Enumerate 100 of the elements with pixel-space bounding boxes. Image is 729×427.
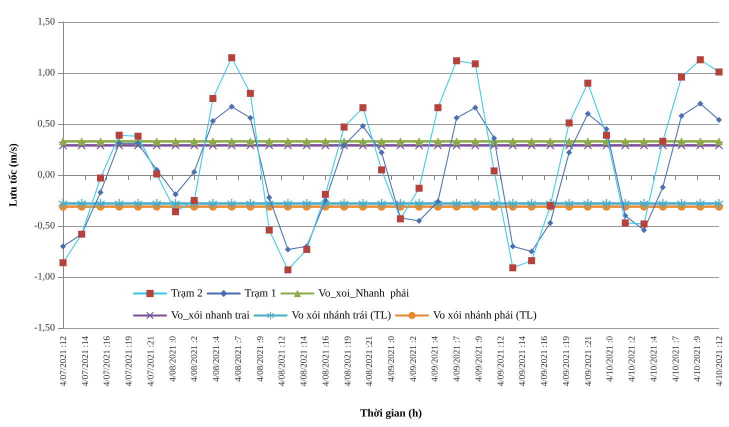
point [171, 199, 180, 208]
point [527, 199, 536, 208]
point [528, 248, 535, 254]
point [359, 104, 366, 112]
point [416, 218, 422, 224]
point [508, 137, 517, 146]
point [172, 208, 180, 216]
legend-label: Trạm 2 [171, 288, 203, 300]
x-tick-label: 4/10/2021 :9 [692, 336, 702, 382]
y-tick-label: -0,50 [34, 220, 55, 232]
x-tick-label: 4/09/2021 :19 [560, 336, 571, 386]
x-tick-label: 4/09/2021 :12 [495, 336, 506, 386]
x-tick-label: 4/08/2021 :19 [342, 336, 352, 386]
point [135, 140, 142, 146]
point [416, 184, 423, 192]
point [228, 137, 236, 146]
point [584, 137, 592, 146]
y-tick-label: 1,00 [38, 68, 55, 78]
point [584, 110, 591, 117]
point [640, 137, 648, 146]
x-axis-title: Thời gian (h) [360, 408, 422, 420]
x-tick-label: 4/08/2021 :0 [167, 336, 178, 382]
point [246, 199, 255, 208]
point [716, 116, 722, 123]
point [97, 174, 104, 182]
point [676, 199, 686, 208]
y-tick-label: -1,50 [34, 322, 55, 334]
point [396, 199, 405, 208]
point [209, 95, 216, 102]
point [509, 264, 516, 272]
legend-label: Vo_xói nhanh trai [171, 310, 250, 322]
x-tick-label: 4/07/2021 :12 [58, 336, 68, 386]
x-tick-label: 4/08/2021 :7 [232, 336, 243, 382]
x-tick-label: 4/08/2021 :2 [189, 336, 200, 382]
point [210, 118, 216, 124]
x-tick-label: 4/09/2021 :21 [582, 336, 593, 386]
point [658, 199, 668, 208]
point [434, 137, 442, 146]
point [490, 199, 499, 208]
point [358, 137, 367, 146]
point [434, 104, 442, 112]
point [96, 199, 106, 208]
point [602, 132, 610, 139]
point [228, 104, 235, 110]
point [116, 140, 122, 146]
point [116, 132, 123, 139]
legend-label: Vo_xoi_Nhanh phải [318, 288, 410, 300]
point [696, 137, 704, 146]
point [246, 137, 254, 146]
x-tick-label: 4/10/2021 :4 [648, 336, 658, 382]
point [208, 137, 217, 146]
point [303, 246, 310, 253]
point [715, 137, 723, 146]
point [453, 57, 460, 64]
legend-label: Vo xói nhánh trái (TL) [292, 310, 392, 322]
point [602, 199, 611, 208]
x-tick-label: 4/08/2021 :4 [211, 336, 222, 382]
point [510, 243, 516, 250]
x-tick-label: 4/10/2021 :0 [604, 336, 615, 382]
point [547, 220, 554, 226]
point [96, 137, 105, 146]
point [640, 227, 647, 234]
y-tick-label: 1,50 [38, 16, 55, 28]
point [302, 199, 312, 208]
point [470, 199, 480, 208]
x-tick-label: 4/08/2021 :12 [276, 336, 287, 386]
point [58, 199, 68, 208]
x-tick-label: 4/09/2021 :16 [539, 336, 550, 386]
point [621, 137, 630, 146]
x-tick-label: 4/08/2021 :16 [320, 336, 330, 386]
point [377, 199, 386, 208]
point [566, 150, 572, 156]
point [60, 259, 66, 266]
point [696, 199, 705, 208]
point [414, 199, 424, 208]
point [172, 191, 179, 198]
y-tick-label: -1,00 [34, 272, 55, 282]
point [508, 199, 518, 208]
x-tick-label: 4/09/2021 :0 [386, 336, 396, 382]
point [340, 199, 349, 208]
point [134, 199, 143, 208]
point [98, 189, 104, 196]
point [396, 137, 404, 146]
point [59, 137, 67, 146]
point [678, 112, 684, 119]
point [322, 190, 329, 198]
point [452, 137, 461, 146]
point [566, 119, 573, 126]
point [640, 220, 648, 228]
point [716, 68, 722, 76]
point [452, 199, 462, 208]
point [358, 199, 368, 208]
point [378, 137, 386, 146]
point [583, 199, 592, 208]
x-tick-label: 4/07/2021 :16 [102, 336, 112, 386]
point [472, 104, 478, 111]
point [190, 137, 198, 146]
point [471, 137, 480, 146]
point [284, 246, 291, 252]
point [564, 199, 574, 208]
